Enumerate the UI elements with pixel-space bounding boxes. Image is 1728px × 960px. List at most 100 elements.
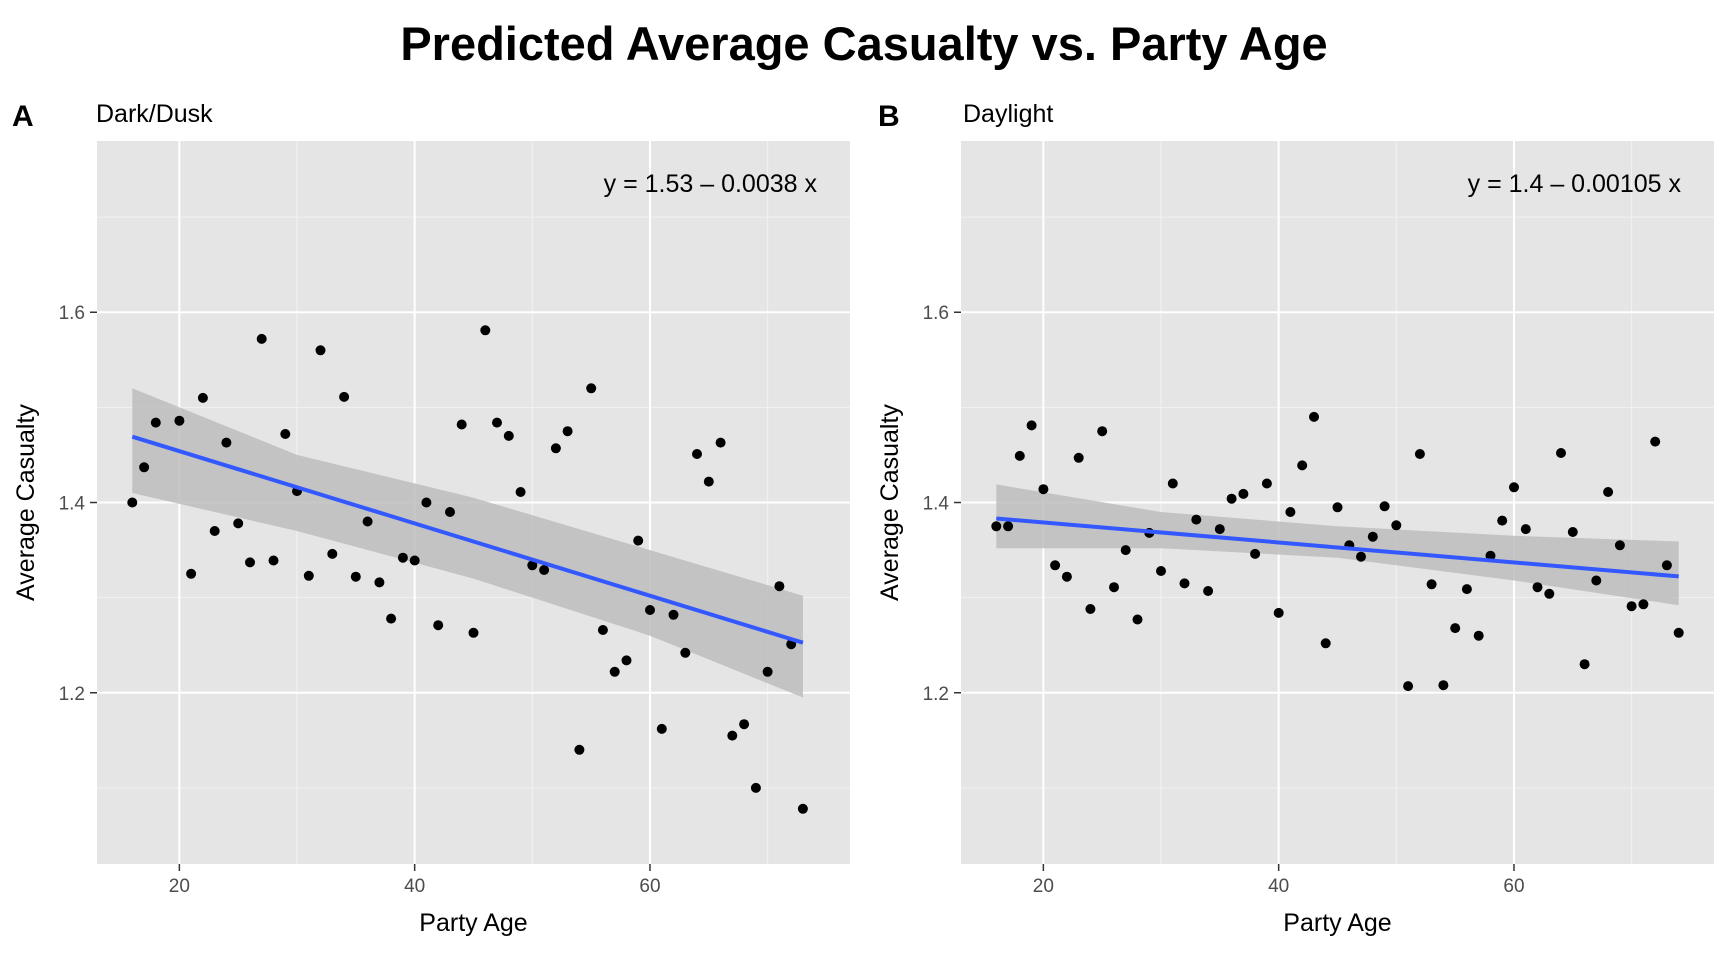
data-point: [692, 449, 702, 459]
data-point: [421, 497, 432, 508]
data-point: [127, 497, 138, 508]
data-point: [621, 655, 632, 666]
data-point: [456, 419, 467, 430]
x-axis-label: Party Age: [1283, 909, 1391, 937]
chart-svg: y = 1.4 – 0.00105 x 20 40 60 1.2 1.4 1.6 Party …: [876, 141, 1714, 937]
data-point: [362, 516, 373, 527]
data-point: [727, 730, 738, 741]
y-tick-label: 1.4: [59, 494, 86, 515]
data-point: [1297, 460, 1308, 471]
data-point: [1450, 623, 1461, 634]
y-axis-label: Average Casualty: [12, 404, 40, 601]
data-point: [1544, 588, 1555, 599]
data-point: [1673, 627, 1684, 638]
data-point: [303, 570, 314, 581]
data-point: [762, 666, 773, 677]
data-point: [1426, 579, 1437, 590]
data-point: [586, 383, 597, 394]
data-point: [1085, 604, 1096, 614]
data-point: [1273, 607, 1284, 618]
data-point: [150, 417, 161, 428]
data-point: [633, 535, 644, 546]
confidence-ribbon: [996, 484, 1679, 606]
data-point: [1391, 520, 1402, 531]
data-point: [1179, 578, 1190, 589]
data-point: [574, 744, 585, 755]
x-tick-label: 60: [1503, 876, 1524, 897]
data-point: [1203, 586, 1214, 596]
data-point: [1532, 582, 1543, 593]
data-point: [750, 782, 761, 793]
data-point: [503, 430, 514, 441]
data-point: [1003, 521, 1014, 532]
panel-tag-b: B: [878, 100, 900, 133]
data-point: [268, 555, 279, 566]
y-axis-label: Average Casualty: [876, 404, 904, 601]
data-point: [1626, 601, 1637, 612]
data-point: [609, 666, 620, 677]
data-point: [1226, 493, 1237, 504]
x-tick-label: 20: [169, 876, 190, 897]
panel-tag-a: A: [12, 100, 34, 133]
data-point: [1661, 560, 1672, 571]
data-point: [1556, 448, 1566, 458]
chart-svg: y = 1.53 – 0.0038 x 20 40 60 1.2 1.4 1.6 Party …: [12, 141, 850, 937]
data-point: [280, 429, 291, 439]
data-point: [1379, 501, 1390, 512]
data-point: [1061, 571, 1072, 582]
chart-title: Predicted Average Casualty vs. Party Age: [400, 17, 1328, 70]
data-point: [1097, 426, 1108, 437]
data-point: [1156, 566, 1166, 576]
y-tick-label: 1.6: [59, 303, 85, 324]
data-point: [1250, 548, 1261, 559]
data-point: [1520, 524, 1531, 535]
data-point: [1285, 507, 1296, 517]
data-point: [327, 548, 338, 559]
data-point: [409, 555, 420, 566]
data-point: [515, 487, 526, 497]
data-point: [1050, 560, 1061, 571]
data-point: [1356, 551, 1366, 562]
data-point: [315, 345, 326, 356]
data-point: [1638, 599, 1649, 610]
data-point: [386, 613, 397, 624]
data-point: [656, 723, 667, 734]
data-point: [597, 625, 608, 635]
data-point: [1026, 420, 1037, 431]
data-point: [703, 476, 714, 487]
data-point: [1320, 638, 1331, 649]
data-point: [1332, 502, 1343, 513]
data-point: [256, 333, 267, 344]
data-point: [1214, 524, 1225, 535]
x-tick-label: 20: [1033, 876, 1054, 897]
y-tick-label: 1.2: [923, 684, 949, 705]
x-tick-label: 40: [404, 876, 425, 897]
data-point: [1614, 540, 1625, 551]
data-point: [1509, 482, 1519, 493]
panel-subtitle-a: Dark/Dusk: [96, 100, 213, 128]
panel-dark-dusk: y = 1.53 – 0.0038 x 20 40 60 1.2 1.4 1.6 Party …: [0, 90, 864, 960]
data-point: [468, 627, 479, 638]
data-point: [739, 719, 750, 730]
x-axis-label: Party Age: [419, 909, 527, 937]
data-point: [1650, 436, 1661, 447]
data-point: [991, 521, 1002, 532]
data-point: [680, 647, 691, 658]
data-point: [645, 605, 655, 615]
data-point: [1473, 630, 1484, 641]
data-point: [139, 462, 150, 473]
data-point: [197, 392, 208, 403]
data-point: [1038, 484, 1049, 495]
data-point: [1238, 488, 1249, 499]
data-point: [1191, 514, 1202, 525]
data-point: [1120, 545, 1131, 556]
y-tick-label: 1.2: [59, 684, 85, 705]
data-point: [1497, 515, 1508, 526]
data-point: [1567, 527, 1578, 537]
data-point: [174, 415, 185, 426]
data-point: [445, 507, 455, 517]
data-point: [774, 581, 785, 592]
data-point: [492, 417, 502, 428]
regression-line: [996, 516, 1679, 579]
data-point: [245, 557, 255, 568]
